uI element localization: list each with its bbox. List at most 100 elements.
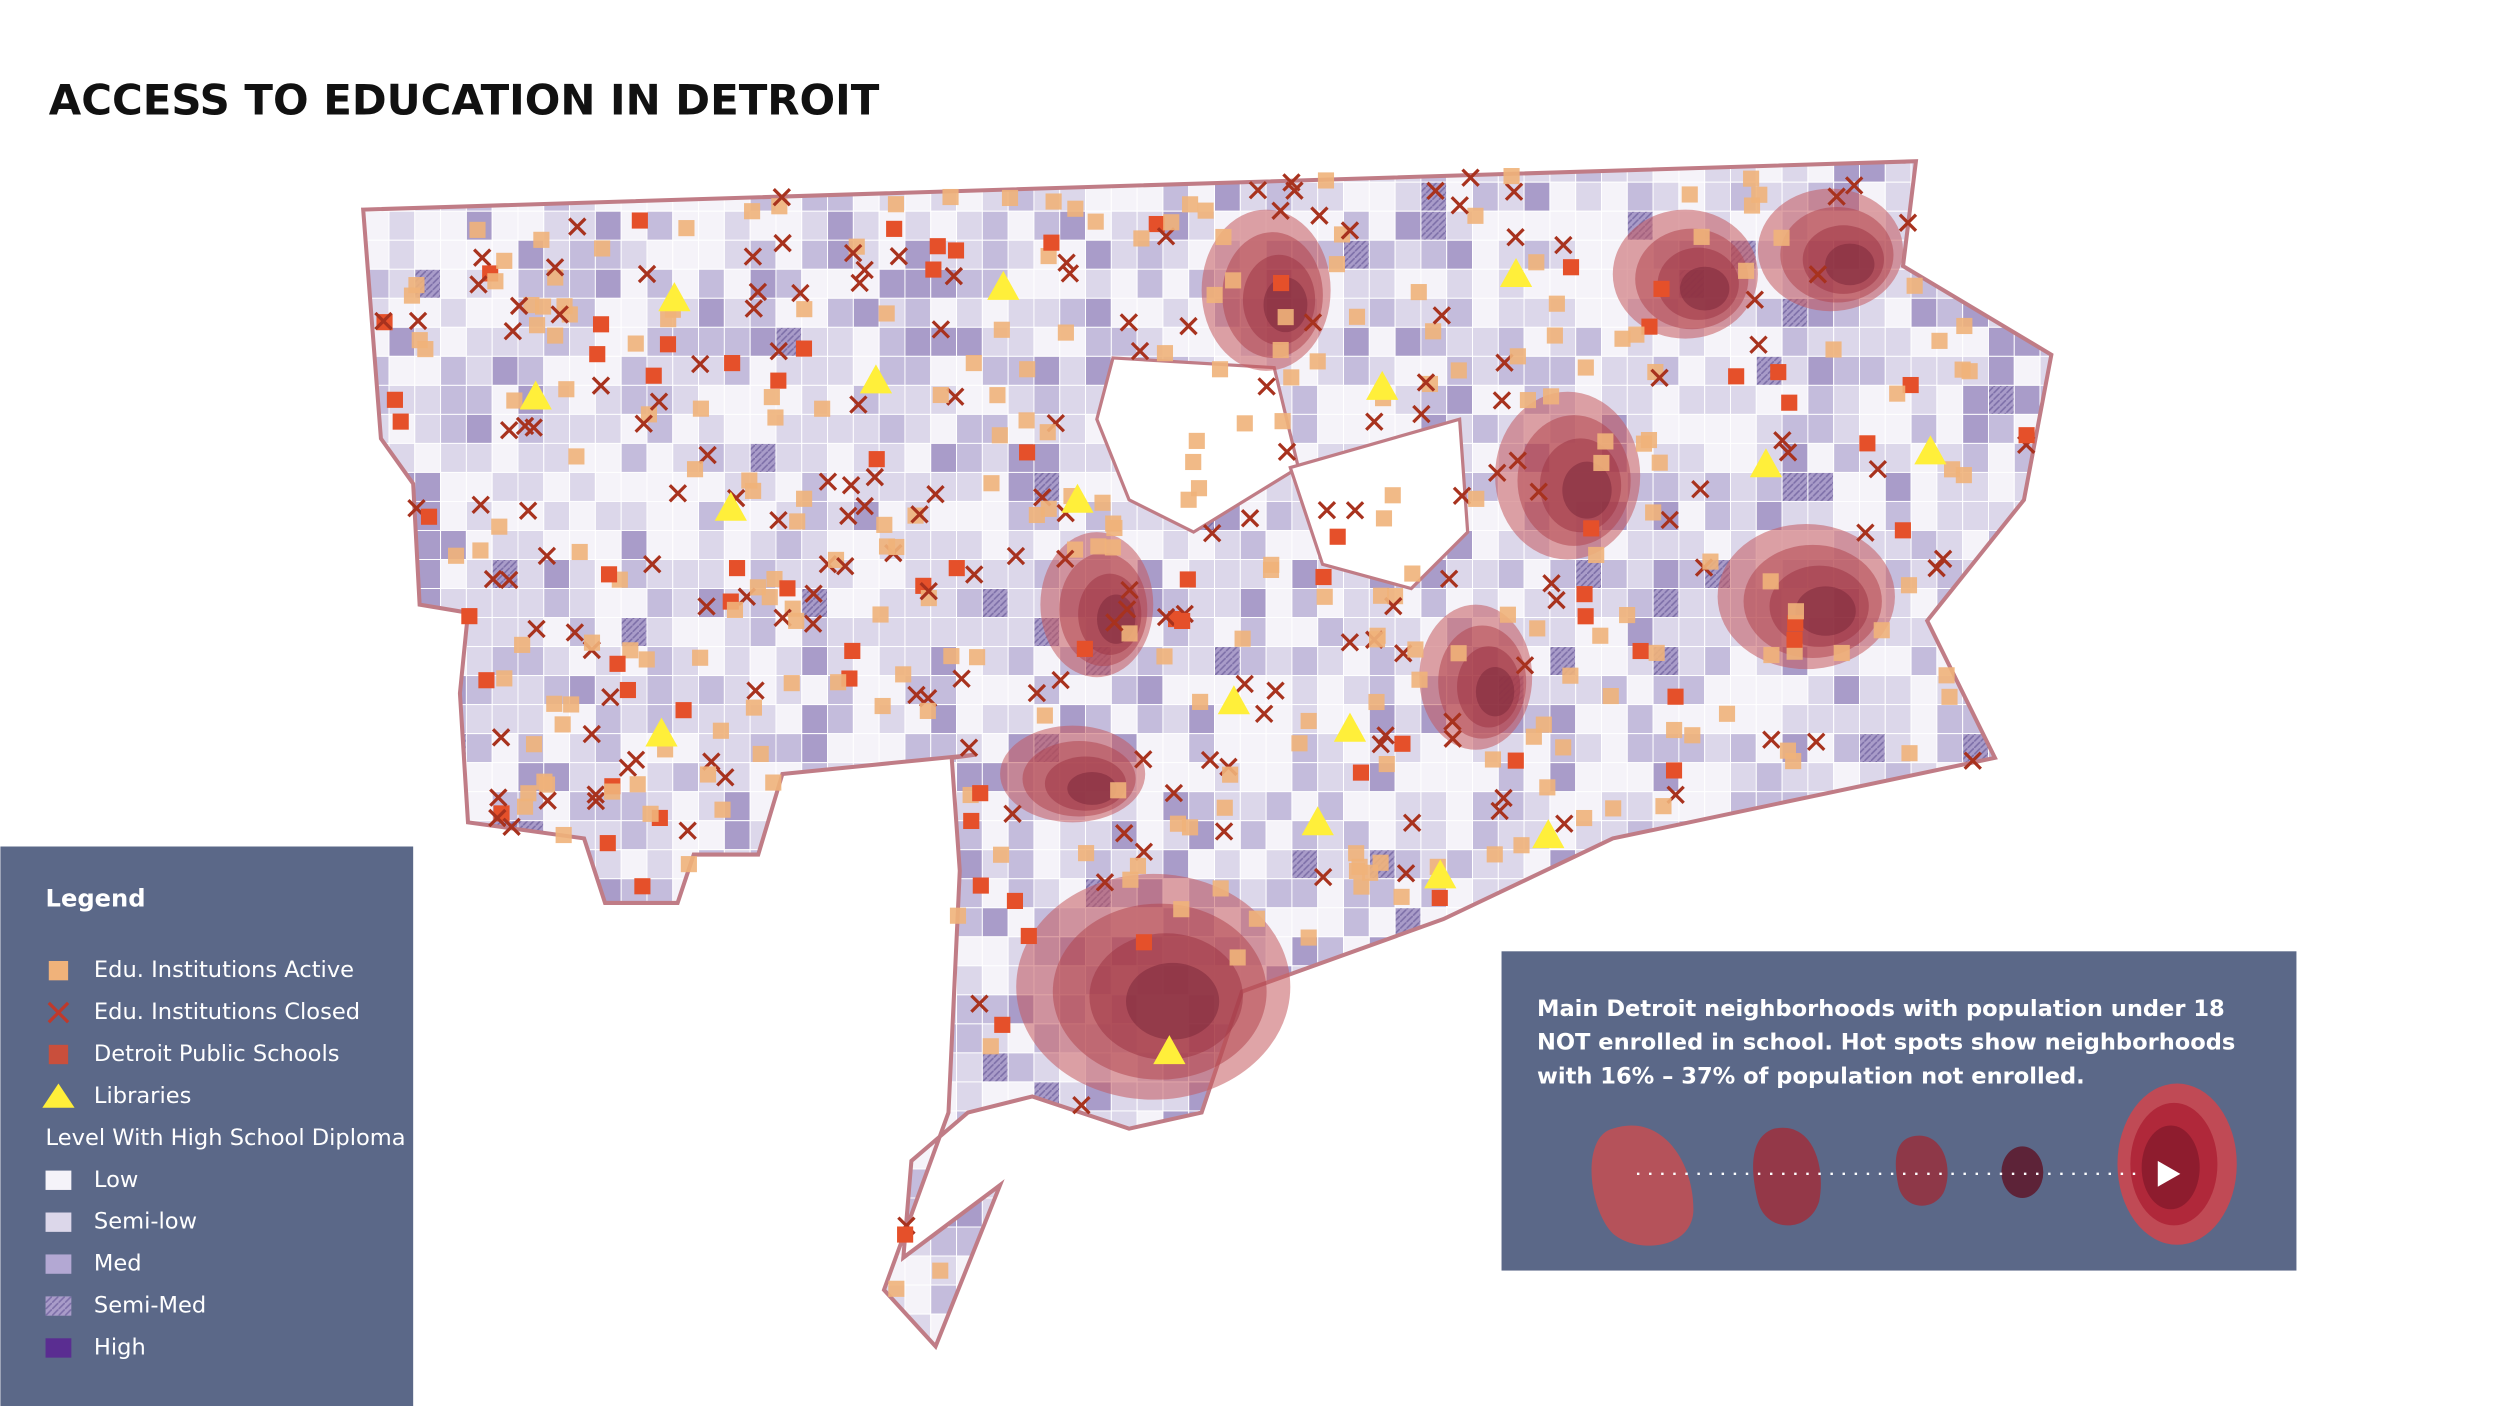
tract xyxy=(491,471,519,502)
tract xyxy=(620,1255,648,1286)
tract xyxy=(775,704,803,735)
tract xyxy=(801,704,829,735)
tract xyxy=(1523,297,1551,328)
tract xyxy=(1368,907,1396,938)
tract xyxy=(1394,239,1422,270)
tract xyxy=(569,762,596,793)
active-institution xyxy=(571,543,588,561)
tract xyxy=(956,617,983,648)
tract xyxy=(1033,297,1061,328)
closed-institution xyxy=(1762,730,1781,749)
tract xyxy=(723,1313,751,1344)
public-school xyxy=(1179,571,1196,588)
tract xyxy=(801,1023,829,1054)
tract xyxy=(569,936,596,967)
tract xyxy=(1446,384,1473,415)
tract xyxy=(491,1139,519,1170)
tract xyxy=(1265,733,1293,764)
active-institution xyxy=(1018,412,1035,429)
tract xyxy=(1833,878,1860,909)
tract xyxy=(930,878,958,909)
tract xyxy=(801,965,829,996)
tract xyxy=(1446,268,1473,299)
tract xyxy=(1472,1023,1499,1054)
tract xyxy=(363,820,390,851)
tract xyxy=(517,1110,545,1141)
info-blob xyxy=(2141,1125,2200,1210)
tract xyxy=(904,878,932,909)
closed-institution xyxy=(1452,486,1472,505)
tract xyxy=(1007,384,1035,415)
tract xyxy=(1110,704,1138,735)
tract xyxy=(1781,471,1809,502)
tract xyxy=(465,1342,493,1347)
tract xyxy=(1265,646,1293,677)
tract xyxy=(1884,161,1912,183)
tract xyxy=(1007,471,1035,502)
tract xyxy=(1910,704,1938,735)
tract xyxy=(465,704,493,735)
tract xyxy=(1033,1284,1061,1315)
tract xyxy=(852,1110,880,1141)
tract xyxy=(569,239,596,270)
tract xyxy=(1239,849,1267,880)
tract xyxy=(1239,588,1267,619)
tract xyxy=(1472,1081,1499,1112)
tract xyxy=(1678,588,1706,619)
tract xyxy=(388,210,416,241)
active-institution xyxy=(1384,487,1401,504)
tract xyxy=(1523,1313,1551,1344)
tract xyxy=(981,704,1009,735)
tract xyxy=(1730,1284,1757,1315)
active-institution xyxy=(1576,809,1593,827)
active-institution xyxy=(536,773,553,790)
tract xyxy=(517,1313,545,1344)
tract xyxy=(672,326,700,357)
tract xyxy=(1110,1226,1138,1257)
tract xyxy=(594,500,622,531)
tract xyxy=(1110,239,1138,270)
tract xyxy=(543,1313,571,1344)
active-institution xyxy=(1718,705,1736,722)
tract xyxy=(517,849,545,880)
active-institution xyxy=(1001,189,1019,207)
active-institution xyxy=(744,203,761,220)
tract xyxy=(543,965,571,996)
tract xyxy=(1884,1342,1912,1347)
tract xyxy=(1446,965,1473,996)
closed-institution xyxy=(1439,569,1459,589)
active-institution xyxy=(789,513,806,530)
tract xyxy=(1188,1255,1216,1286)
tract xyxy=(491,1226,519,1257)
tract xyxy=(465,965,493,996)
tract xyxy=(698,878,725,909)
tract xyxy=(414,1342,442,1347)
tract xyxy=(1343,675,1370,706)
active-institution xyxy=(1375,510,1393,527)
tract xyxy=(904,617,932,648)
tract xyxy=(2039,1342,2052,1347)
active-institution xyxy=(1156,345,1174,362)
tract xyxy=(698,936,725,967)
closed-institution xyxy=(919,581,938,601)
tract xyxy=(775,936,803,967)
tract xyxy=(1343,1226,1370,1257)
tract xyxy=(569,733,596,764)
active-institution xyxy=(1605,800,1622,817)
active-institution xyxy=(699,766,717,783)
tract xyxy=(620,1313,648,1344)
public-school xyxy=(478,672,495,689)
library xyxy=(1424,859,1457,889)
tract xyxy=(465,1052,493,1083)
tract xyxy=(517,820,545,851)
active-institution xyxy=(932,386,949,404)
tract xyxy=(620,1023,648,1054)
tract xyxy=(1239,529,1267,560)
closed-institution xyxy=(839,506,858,526)
public-school xyxy=(1781,394,1798,411)
tract xyxy=(440,210,467,241)
tract xyxy=(646,1110,674,1141)
closed-institution xyxy=(691,354,710,374)
legend-label: Detroit Public Schools xyxy=(94,1041,340,1067)
tract xyxy=(620,588,648,619)
